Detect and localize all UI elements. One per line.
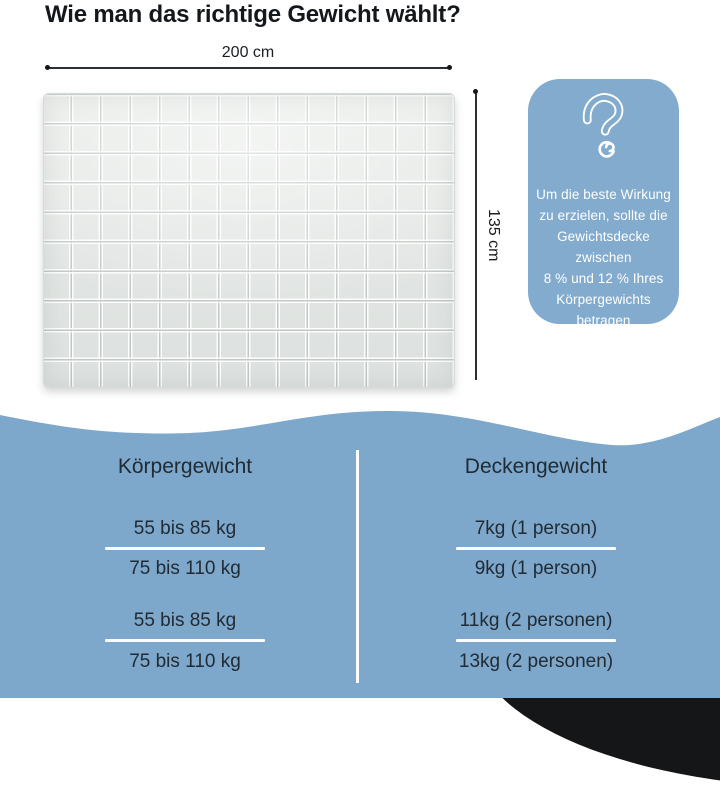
info-text: Um die beste Wirkung zu erzielen, sollte… bbox=[528, 184, 679, 331]
row-divider bbox=[105, 639, 265, 642]
wave-shape bbox=[0, 411, 720, 470]
table-background bbox=[0, 467, 720, 698]
page-title: Wie man das richtige Gewicht wählt? bbox=[45, 1, 461, 28]
measure-endpoint-dot bbox=[447, 65, 452, 71]
info-text-line: Um die beste Wirkung bbox=[536, 187, 671, 202]
weight-table-section: Körpergewicht 55 bis 85 kg 75 bis 110 kg… bbox=[0, 400, 720, 698]
bodyweight-column: Körpergewicht 55 bis 85 kg 75 bis 110 kg… bbox=[0, 450, 370, 677]
blanketweight-value: 11kg (2 personen) bbox=[459, 610, 613, 631]
bodyweight-value: 55 bis 85 kg bbox=[133, 518, 237, 539]
info-box: Um die beste Wirkung zu erzielen, sollte… bbox=[528, 79, 679, 328]
measure-endpoint-dot bbox=[473, 89, 479, 94]
bodyweight-value: 75 bis 110 kg bbox=[129, 558, 241, 579]
width-measure-line bbox=[45, 65, 452, 71]
bodyweight-header: Körpergewicht bbox=[117, 455, 253, 478]
row-divider bbox=[456, 547, 616, 550]
info-text-line: Gewichtsdecke zwischen bbox=[557, 229, 650, 265]
question-mark-icon bbox=[582, 93, 623, 158]
measure-endpoint-dot bbox=[45, 65, 50, 71]
blanketweight-column: Deckengewicht 7kg (1 person) 9kg (1 pers… bbox=[352, 450, 720, 677]
info-text-line: betragen bbox=[576, 313, 631, 328]
bodyweight-value: 55 bis 85 kg bbox=[133, 610, 237, 631]
height-label: 135 cm bbox=[485, 208, 502, 262]
info-text-line: 8 % und 12 % Ihres bbox=[543, 271, 664, 286]
blanketweight-value: 9kg (1 person) bbox=[474, 558, 598, 579]
blanketweight-header: Deckengewicht bbox=[464, 455, 608, 478]
column-divider bbox=[356, 450, 359, 683]
info-text-line: Körpergewichts bbox=[556, 292, 651, 307]
row-divider bbox=[456, 639, 616, 642]
blanketweight-value: 7kg (1 person) bbox=[474, 518, 598, 539]
bodyweight-value: 75 bis 110 kg bbox=[129, 651, 241, 672]
width-label: 200 cm bbox=[221, 44, 275, 61]
height-measure-line bbox=[473, 89, 720, 788]
row-divider bbox=[105, 547, 265, 550]
blanket-image bbox=[43, 93, 455, 388]
blanketweight-value: 13kg (2 personen) bbox=[458, 651, 614, 672]
info-text-line: zu erzielen, sollte die bbox=[539, 208, 668, 223]
